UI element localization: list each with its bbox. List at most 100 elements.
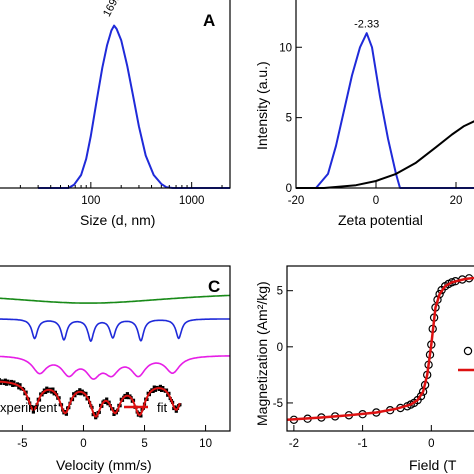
x-axis-c-tick-label: -5	[17, 438, 27, 450]
series-c-experiment-point	[50, 390, 54, 394]
legend-c-experiment-label: xperiment	[0, 400, 57, 415]
series-c-experiment-point	[151, 389, 155, 393]
series-c-curve-4	[0, 380, 181, 418]
panel-c: C xperiment fit -5 0 5 10 Velocity (mm/s)	[0, 265, 231, 473]
series-c-experiment-point	[64, 412, 68, 416]
series-c-experiment-point	[105, 397, 109, 401]
series-c-experiment-point	[46, 389, 50, 393]
plot-b-area: -2.33	[296, 19, 474, 189]
series-c-experiment-point	[161, 386, 165, 390]
series-c-experiment-point	[125, 392, 129, 396]
series-c-curve-1	[0, 318, 231, 342]
y-axis-d-tick-label: 0	[277, 342, 283, 354]
x-axis-a-tick-label: 1000	[179, 195, 205, 207]
axes-frame-c	[0, 265, 231, 432]
plot-c-area	[0, 294, 231, 420]
axes-frame-b	[295, 0, 474, 189]
series-c-experiment-point	[139, 414, 143, 418]
x-axis-d-tick-label: -2	[289, 438, 299, 450]
series-d-fit-curve	[286, 276, 474, 422]
x-axis-b-tick-label: -20	[288, 195, 305, 207]
series-c-experiment-point	[6, 379, 10, 383]
series-c-experiment-point	[173, 405, 177, 409]
series-c-experiment-point	[18, 383, 22, 387]
series-c-experiment-point	[164, 388, 169, 392]
x-ticks-a: 100 1000	[19, 182, 223, 207]
legend-c-fit-label: fit	[157, 400, 168, 415]
series-c-experiment-point	[45, 386, 49, 390]
legend-c: xperiment fit	[0, 400, 168, 415]
x-axis-title-d: Field (T	[409, 457, 457, 473]
plot-d-area	[286, 274, 474, 424]
y-axis-b-tick-label: 5	[286, 113, 292, 125]
plot-a-area: 169.9	[38, 0, 230, 189]
series-c-experiment-point	[51, 387, 55, 391]
x-axis-d-tick-label: -1	[357, 438, 367, 450]
series-c-experiment-point	[94, 416, 98, 420]
axes-frame-d	[286, 265, 474, 432]
x-axis-c-tick-label: 0	[80, 438, 86, 450]
series-c-experiment-point	[17, 386, 21, 390]
series-c-curve-2	[0, 355, 231, 380]
x-axis-a-tick-label: 100	[81, 195, 100, 207]
series-c-experiment-point	[124, 395, 128, 400]
series-c-experiment-point	[157, 387, 161, 391]
series-c-experiment-point	[3, 378, 7, 382]
x-ticks-c: -5 0 5 10	[17, 425, 212, 450]
legend-d-marker	[463, 346, 473, 356]
series-c-experiment-point	[160, 388, 164, 392]
series-a-curve	[38, 24, 230, 189]
x-axis-title-a: Size (d, nm)	[80, 212, 155, 228]
y-axis-d-tick-label: 5	[277, 286, 283, 298]
series-c-experiment-point	[174, 409, 178, 413]
series-c-experiment-point	[79, 392, 83, 396]
y-axis-b-tick-label: 0	[286, 183, 292, 195]
series-c-experiment-point	[72, 392, 76, 396]
series-c-experiment-point	[2, 381, 6, 385]
series-c-experiment-point	[77, 391, 81, 396]
series-c-experiment-point	[9, 379, 13, 384]
panel-d: -2 -1 0 5 0 -5 Field (T Magnetization (Am²/kg…	[254, 265, 474, 473]
annotation-b-peak: -2.33	[354, 19, 379, 31]
series-c-experiment-point	[80, 389, 84, 393]
panel-c-label: C	[208, 277, 220, 296]
series-c-experiment-point	[152, 385, 156, 389]
x-axis-b-tick-label: 0	[373, 195, 379, 207]
panel-a-label: A	[203, 11, 215, 30]
series-c-experiment-point	[166, 393, 170, 397]
x-axis-b-tick-label: 20	[450, 195, 463, 207]
series-d-point	[416, 392, 426, 401]
series-b-curve-0	[296, 32, 474, 189]
series-c-experiment-point	[112, 412, 116, 416]
x-axis-title-b: Zeta potential	[338, 212, 423, 228]
series-b-curve-1	[296, 120, 474, 189]
x-axis-c-tick-label: 5	[141, 438, 147, 450]
series-c-experiment-point	[44, 390, 48, 394]
y-axis-title-b: Intensity (a.u.)	[254, 61, 270, 150]
series-c-experiment-point	[0, 381, 2, 385]
series-c-experiment-point	[15, 382, 20, 386]
y-axis-d-tick-label: -5	[273, 398, 283, 410]
series-c-experiment-point	[153, 388, 158, 392]
series-c-experiment-point	[138, 411, 142, 415]
series-c-curve-0	[0, 294, 231, 304]
axes-frame-a	[0, 0, 231, 189]
x-axis-title-c: Velocity (mm/s)	[56, 457, 152, 473]
y-axis-title-d: Magnetization (Am²/kg)	[254, 281, 270, 426]
series-c-experiment-point	[12, 380, 16, 384]
series-c-experiment-point	[31, 410, 35, 414]
legend-d	[458, 346, 474, 372]
series-c-experiment-point	[78, 388, 82, 392]
series-c-experiment-point	[103, 400, 108, 404]
series-c-experiment-point	[84, 391, 88, 395]
y-axis-b-tick-label: 10	[279, 42, 292, 54]
series-c-experiment-point	[11, 383, 15, 387]
x-axis-d-tick-label: 0	[428, 438, 434, 450]
series-c-experiment-point	[63, 410, 67, 414]
panel-a: 169.9 A 100 1000 Size (d, nm)	[0, 0, 231, 228]
annotation-a-peak: 169.9	[101, 0, 125, 19]
ticks-d: -2 -1 0 5 0 -5	[273, 286, 435, 450]
